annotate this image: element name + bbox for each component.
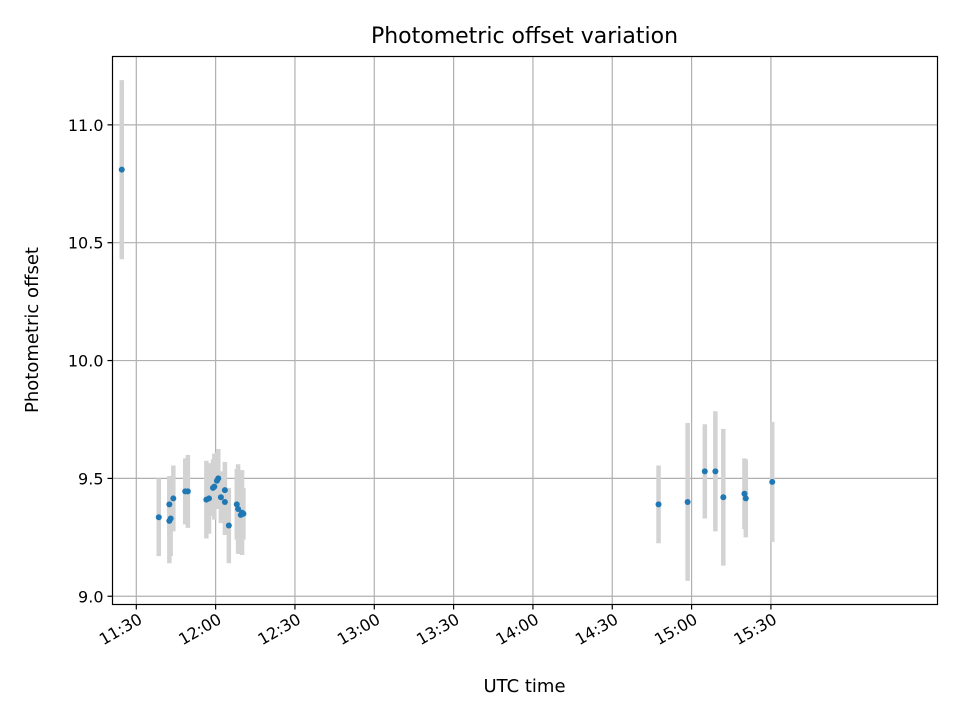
data-point [240, 510, 247, 517]
y-tick-label: 10.0 [68, 352, 104, 371]
x-tick-label: 12:30 [255, 610, 304, 650]
data-point [211, 483, 218, 490]
error-bars [119, 80, 775, 581]
data-point [741, 490, 748, 497]
data-point [221, 498, 228, 505]
x-axis-label: UTC time [483, 676, 565, 697]
data-point [225, 522, 232, 529]
data-point [221, 487, 228, 494]
data-point [118, 166, 125, 173]
data-point [170, 495, 177, 502]
data-point [233, 501, 240, 508]
x-tick-label: 15:00 [651, 610, 700, 650]
data-point [701, 468, 708, 475]
data-point [720, 494, 727, 501]
data-point [206, 495, 213, 502]
y-tick-label: 9.0 [78, 587, 103, 606]
y-tick-label: 10.5 [68, 234, 104, 253]
x-tick-label: 15:30 [730, 610, 779, 650]
grid-layer [112, 56, 938, 605]
x-tick-label: 14:00 [493, 610, 542, 650]
data-point [215, 475, 222, 482]
y-axis-ticks: 9.0 9.5 10.0 10.5 11.0 [68, 116, 113, 606]
data-point [769, 478, 776, 485]
data-point [184, 488, 191, 495]
data-point [684, 498, 691, 505]
data-point [712, 468, 719, 475]
y-axis-label: Photometric offset [22, 247, 43, 413]
data-point [235, 506, 242, 513]
data-points [118, 166, 776, 529]
x-tick-label: 13:30 [413, 610, 462, 650]
data-point [155, 514, 162, 521]
x-tick-label: 12:00 [175, 610, 224, 650]
data-point [742, 495, 749, 502]
chart-title: Photometric offset variation [371, 24, 678, 49]
data-point [217, 494, 224, 501]
x-tick-label: 14:30 [572, 610, 621, 650]
y-tick-label: 11.0 [68, 116, 104, 135]
data-point [655, 501, 662, 508]
data-point [167, 515, 174, 522]
x-tick-label: 13:00 [334, 610, 383, 650]
data-point [166, 501, 173, 508]
y-tick-label: 9.5 [78, 469, 103, 488]
plot-frame [111, 55, 939, 606]
x-axis-ticks: 11:30 12:00 12:30 13:00 13:30 14:00 14:30 15:00… [96, 604, 780, 650]
x-tick-label: 11:30 [96, 610, 145, 650]
